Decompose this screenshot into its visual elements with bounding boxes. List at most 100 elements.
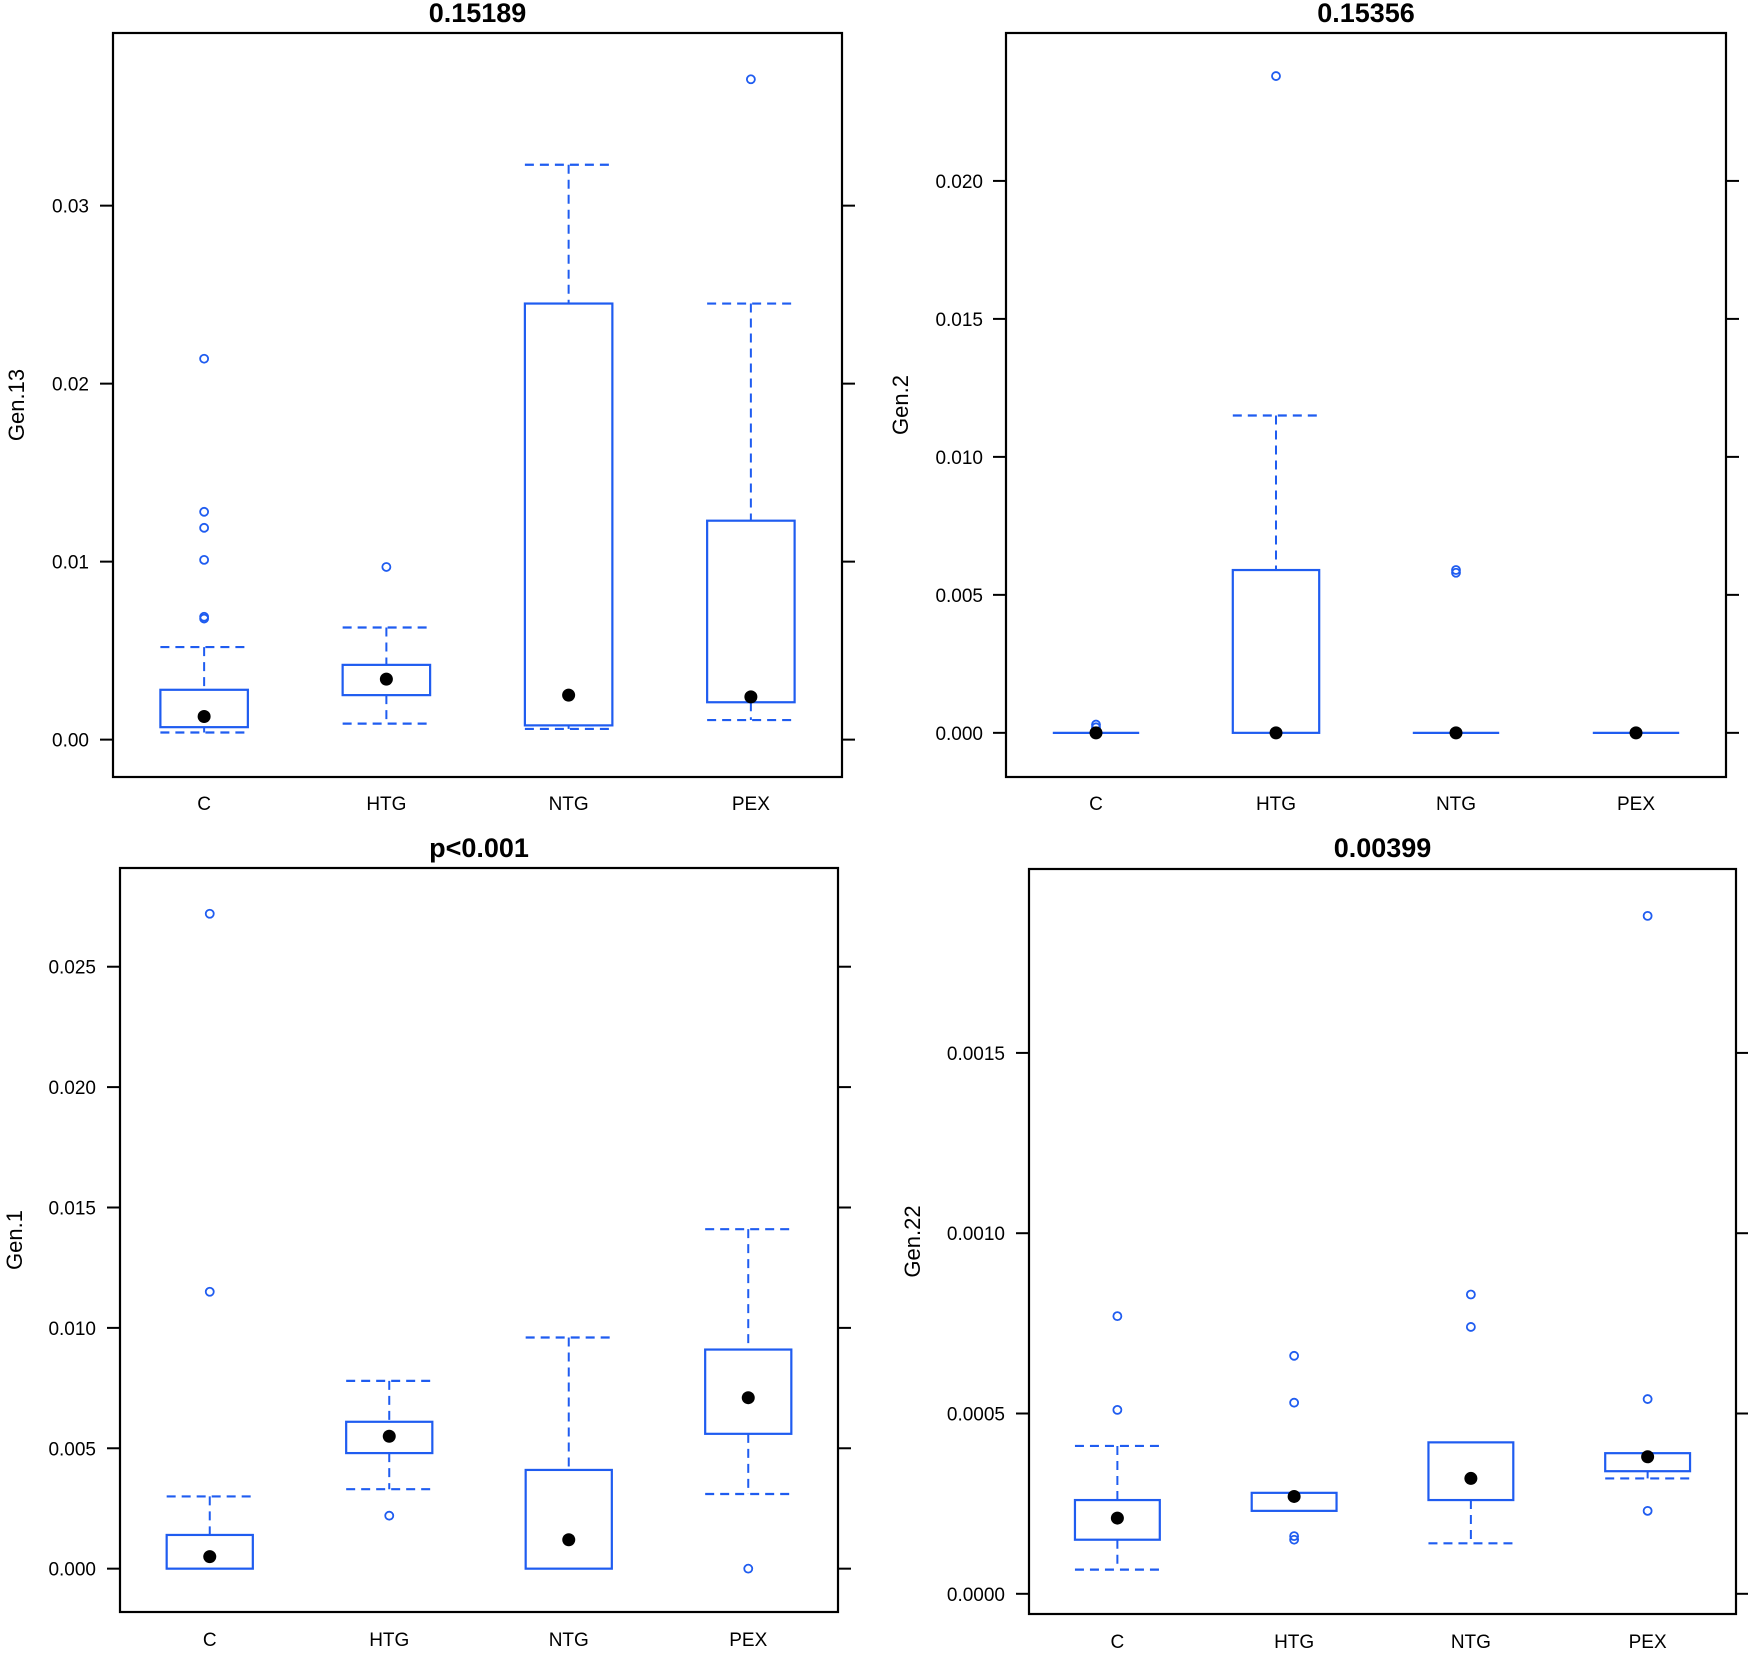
- box-pex: [706, 74, 796, 722]
- outlier-point: [1465, 1322, 1476, 1332]
- x-category-label: HTG: [1256, 794, 1296, 815]
- plot-frame: [118, 866, 840, 1614]
- outlier-point: [381, 562, 392, 572]
- panel-title: 0.15356: [1317, 0, 1415, 28]
- y-tick-label: 0.020: [935, 172, 983, 193]
- box-htg: [1250, 1350, 1338, 1545]
- box-htg: [1231, 71, 1321, 740]
- box-ntg: [1427, 1289, 1515, 1545]
- x-category-label: HTG: [366, 794, 406, 815]
- median-dot: [1641, 1450, 1655, 1464]
- y-tick-label: 0.00: [52, 731, 89, 752]
- median-dot: [1089, 726, 1103, 740]
- median-dot: [562, 688, 576, 702]
- median-dot: [1629, 726, 1643, 740]
- box-pex: [704, 1228, 793, 1574]
- median-dot: [1449, 726, 1463, 740]
- median-dot: [1287, 1489, 1301, 1503]
- median-dot: [197, 709, 211, 723]
- outlier-point: [204, 908, 215, 919]
- y-tick-label: 0.0005: [947, 1405, 1005, 1426]
- y-tick-label: 0.005: [48, 1439, 96, 1460]
- y-tick-label: 0.01: [52, 553, 89, 574]
- box-ntg: [1412, 565, 1500, 740]
- x-category-label: C: [203, 1630, 217, 1651]
- x-category-label: PEX: [729, 1630, 767, 1651]
- outlier-point: [743, 1563, 754, 1574]
- x-category-label: PEX: [1629, 1632, 1667, 1653]
- iqr-box: [341, 663, 432, 697]
- iqr-box: [524, 1468, 613, 1570]
- box-ntg: [524, 1336, 613, 1570]
- y-tick-label: 0.010: [935, 448, 983, 469]
- iqr-box: [345, 1420, 434, 1455]
- y-tick-label: 0.03: [52, 197, 89, 218]
- box-pex: [1604, 910, 1692, 1516]
- panel-gen-13: 0.15189 Gen.13 0.00 0.01 0.02 0.03 C HTG NTG PEX: [4, 0, 855, 815]
- x-category-label: HTG: [1274, 1632, 1314, 1653]
- x-category-label: C: [1111, 1632, 1125, 1653]
- y-tick-label: 0.02: [52, 375, 89, 396]
- x-category-label: PEX: [732, 794, 770, 815]
- x-category-label: NTG: [1436, 794, 1476, 815]
- median-dot: [1269, 726, 1283, 740]
- x-category-label: C: [197, 794, 211, 815]
- panel-title: p<0.001: [429, 833, 529, 863]
- y-axis-label: Gen.2: [888, 375, 913, 435]
- median-dot: [562, 1533, 576, 1547]
- median-dot: [1464, 1471, 1478, 1485]
- outlier-point: [1289, 1397, 1300, 1408]
- iqr-box: [1231, 568, 1321, 734]
- plot-frame: [1027, 867, 1738, 1616]
- median-dot: [744, 690, 758, 704]
- panel-gen-2: 0.15356 Gen.2 0.000 0.005 0.010 0.015 0.020 C HT…: [888, 0, 1739, 815]
- outlier-point: [1271, 71, 1281, 81]
- plot-frame: [111, 31, 844, 779]
- outlier-point: [384, 1510, 395, 1521]
- plot-frame: [1004, 31, 1728, 779]
- x-category-label: NTG: [549, 794, 589, 815]
- box-htg: [345, 1379, 434, 1521]
- panel-title: 0.15189: [429, 0, 527, 28]
- y-tick-label: 0.015: [935, 310, 983, 331]
- y-tick-label: 0.005: [935, 586, 983, 607]
- box-c: [159, 353, 249, 734]
- median-dot: [382, 1429, 396, 1443]
- outlier-point: [1451, 567, 1461, 578]
- panel-title: 0.00399: [1334, 833, 1432, 863]
- y-axis-label: Gen.1: [2, 1210, 27, 1270]
- outlier-point: [199, 353, 210, 364]
- outlier-point: [1465, 1289, 1476, 1300]
- y-tick-label: 0.000: [48, 1560, 96, 1581]
- x-category-label: PEX: [1617, 794, 1655, 815]
- y-tick-label: 0.0015: [947, 1044, 1005, 1065]
- box-ntg: [523, 163, 614, 731]
- outlier-point: [1289, 1350, 1300, 1361]
- panel-gen-22: 0.00399 Gen.22 0.0000 0.0005 0.0010 0.0015 C HT…: [900, 833, 1748, 1653]
- outlier-point: [199, 522, 210, 533]
- y-tick-label: 0.0010: [947, 1224, 1005, 1245]
- y-tick-label: 0.025: [48, 958, 96, 979]
- y-tick-label: 0.015: [48, 1198, 96, 1219]
- outlier-point: [199, 554, 210, 565]
- box-pex: [1592, 726, 1680, 740]
- outlier-point: [199, 506, 210, 517]
- x-category-label: NTG: [549, 1630, 589, 1651]
- median-dot: [741, 1391, 755, 1405]
- iqr-box: [159, 688, 249, 729]
- iqr-box: [704, 1348, 793, 1435]
- outlier-point: [745, 74, 756, 85]
- box-c: [1073, 1311, 1161, 1571]
- box-htg: [341, 562, 432, 725]
- outlier-point: [1112, 1311, 1123, 1322]
- outlier-point: [1112, 1405, 1123, 1415]
- outlier-point: [1289, 1534, 1300, 1545]
- box-c: [1052, 719, 1140, 740]
- iqr-box: [1427, 1441, 1515, 1502]
- iqr-box: [165, 1533, 254, 1570]
- median-dot: [379, 672, 393, 686]
- median-dot: [1110, 1511, 1124, 1525]
- x-category-label: HTG: [369, 1630, 409, 1651]
- x-category-label: NTG: [1451, 1632, 1491, 1653]
